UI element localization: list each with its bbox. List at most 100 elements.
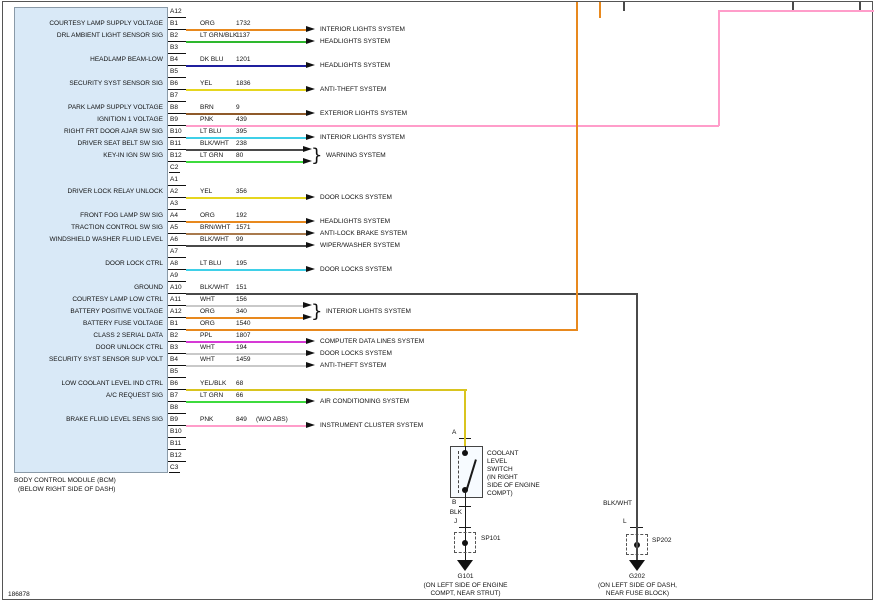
- pin-tick: [168, 65, 186, 66]
- pin-label: B7: [170, 92, 178, 99]
- wire-circuit-number: 99: [236, 236, 244, 243]
- wire-line: [186, 233, 306, 235]
- system-target-label: DOOR LOCKS SYSTEM: [320, 194, 392, 201]
- wire-color-code: LT GRN: [200, 152, 224, 159]
- coolant-switch-location: SIDE OF ENGINE: [487, 482, 540, 489]
- system-target-label: COMPUTER DATA LINES SYSTEM: [320, 338, 425, 345]
- wire-color-code: LT GRN: [200, 392, 224, 399]
- wire-arrow-icon: [306, 26, 315, 32]
- pin-tick: [168, 341, 186, 342]
- system-target-label: HEADLIGHTS SYSTEM: [320, 62, 391, 69]
- pin-label: A9: [170, 272, 178, 279]
- pin-tick: [168, 41, 186, 42]
- diagram-border: [2, 1, 873, 600]
- ground-location: NEAR FUSE BLOCK): [605, 590, 670, 597]
- group-target-label: INTERIOR LIGHTS SYSTEM: [326, 308, 411, 315]
- wire-color-code: ORG: [200, 212, 215, 219]
- signal-name-label: HEADLAMP BEAM-LOW: [90, 56, 163, 63]
- pin-label: B11: [170, 440, 182, 447]
- wire-arrow-icon: [306, 230, 315, 236]
- pin-tick: [168, 17, 186, 18]
- wire-circuit-number: 66: [236, 392, 244, 399]
- pin-tick: [169, 172, 180, 173]
- splice-dot: [462, 540, 468, 546]
- wire-color-code: ORG: [200, 20, 215, 27]
- wire-arrow-icon: [306, 62, 315, 68]
- float-guide-line: [458, 451, 459, 493]
- wire-circuit-number: 395: [236, 128, 247, 135]
- system-target-label: EXTERIOR LIGHTS SYSTEM: [320, 110, 408, 117]
- wire-circuit-number: 151: [236, 284, 247, 291]
- pin-tick: [168, 77, 186, 78]
- wire-circuit-number: 68: [236, 380, 244, 387]
- wire-color-code: BLK/WHT: [200, 284, 229, 291]
- pin-tick: [168, 353, 186, 354]
- coolant-switch-location: COMPT): [487, 490, 513, 497]
- wire-line: [186, 89, 306, 91]
- wire-circuit-number: 1540: [236, 320, 251, 327]
- system-target-label: HEADLIGHTS SYSTEM: [320, 218, 391, 225]
- wire-line: [186, 245, 306, 247]
- ground-location: COMPT, NEAR STRUT): [430, 590, 501, 597]
- wire-circuit-number: 340: [236, 308, 247, 315]
- pin-label: B6: [170, 380, 178, 387]
- pin-tick: [168, 425, 186, 426]
- pin-label: B9: [170, 416, 178, 423]
- wire-ground: [186, 293, 638, 295]
- wire-arrow-icon: [306, 422, 315, 428]
- wire-arrow-icon: [306, 110, 315, 116]
- pin-tick: [168, 89, 186, 90]
- wire-ground: [636, 293, 638, 560]
- pin-label: A2: [170, 188, 178, 195]
- wire-arrow-icon: [306, 398, 315, 404]
- wire-color-code: ORG: [200, 308, 215, 315]
- wire-battery-fuse: [576, 2, 578, 331]
- pin-label: B9: [170, 116, 178, 123]
- pin-tick: [168, 29, 186, 30]
- signal-name-label: A/C REQUEST SIG: [106, 392, 163, 399]
- pin-tick: [168, 185, 186, 186]
- wire-color-code: ORG: [200, 320, 215, 327]
- pin-tick: [168, 233, 186, 234]
- pin-label: A12: [170, 8, 182, 15]
- wire-color-code: BLK/WHT: [603, 500, 632, 507]
- ground-symbol-g202: [629, 560, 645, 571]
- signal-name-label: PARK LAMP SUPPLY VOLTAGE: [67, 104, 163, 111]
- system-target-label: INTERIOR LIGHTS SYSTEM: [320, 26, 405, 33]
- wire-color-code: BLK/WHT: [200, 236, 229, 243]
- wire-color-code: LT BLU: [200, 128, 222, 135]
- ground-wire-g101: [464, 498, 467, 560]
- group-brace: }: [311, 145, 323, 166]
- system-target-label: AIR CONDITIONING SYSTEM: [320, 398, 410, 405]
- terminal-j-tick: [459, 527, 471, 528]
- wire-battery-fuse: [186, 329, 578, 331]
- signal-name-label: COURTESY LAMP LOW CTRL: [72, 296, 163, 303]
- pin-tick: [168, 197, 186, 198]
- ground-symbol-g101: [457, 560, 473, 571]
- wire-line: [186, 305, 303, 307]
- pin-tick: [168, 281, 186, 282]
- pin-label: B5: [170, 368, 178, 375]
- signal-name-label: TRACTION CONTROL SW SIG: [71, 224, 163, 231]
- coolant-switch-location: (IN RIGHT: [487, 474, 518, 481]
- pin-label: B12: [170, 452, 182, 459]
- pin-label: B1: [170, 20, 178, 27]
- wire-circuit-number: 80: [236, 152, 244, 159]
- pin-label: B7: [170, 392, 178, 399]
- coolant-switch-label: SWITCH: [487, 466, 513, 473]
- wire-line: [186, 29, 306, 31]
- signal-name-label: BATTERY POSITIVE VOLTAGE: [70, 308, 163, 315]
- pin-tick: [168, 137, 186, 138]
- ground-label-g101: G101: [457, 573, 474, 580]
- wire-line: [186, 317, 303, 319]
- pin-tick: [168, 365, 186, 366]
- pin-tick: [168, 389, 186, 390]
- wire-arrow-icon: [303, 302, 312, 308]
- wire-circuit-number: 192: [236, 212, 247, 219]
- wire-color-code: BLK: [449, 509, 462, 516]
- signal-name-label: BRAKE FLUID LEVEL SENS SIG: [66, 416, 163, 423]
- pin-tick: [168, 101, 186, 102]
- wire-circuit-number: 1836: [236, 80, 251, 87]
- signal-name-label: IGNITION 1 VOLTAGE: [97, 116, 163, 123]
